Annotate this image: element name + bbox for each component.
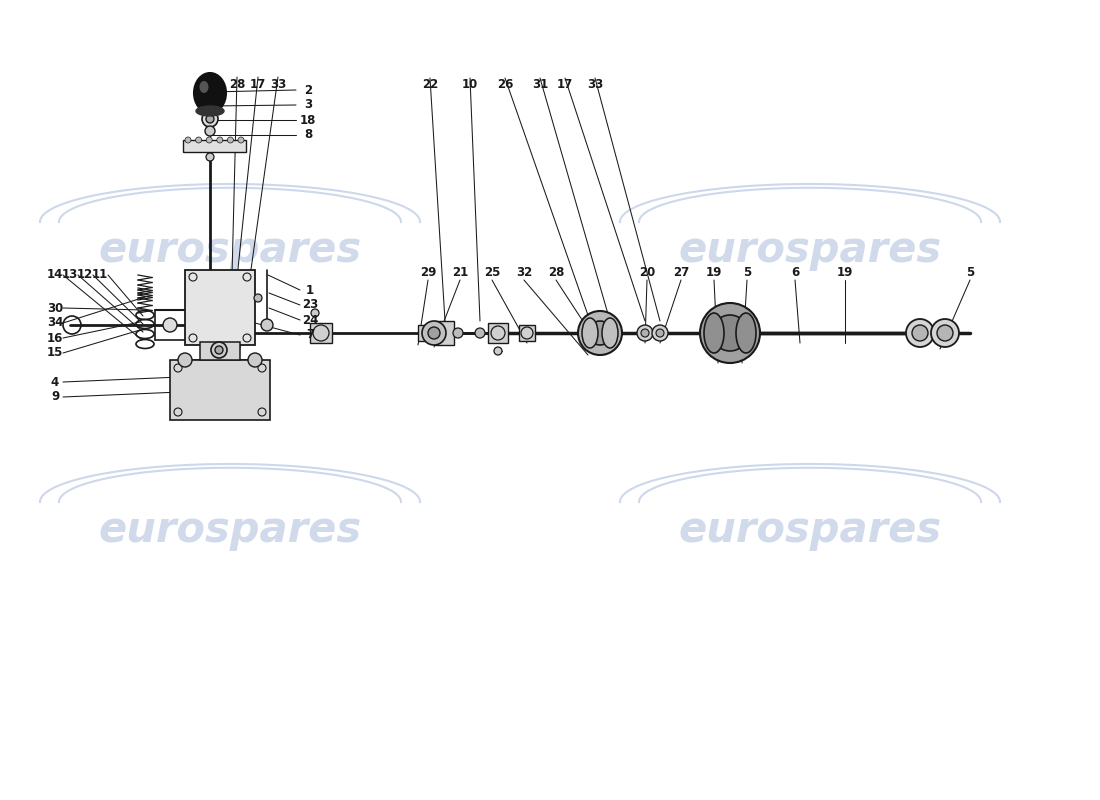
Ellipse shape (196, 106, 224, 116)
Text: 8: 8 (304, 129, 312, 142)
Text: eurospares: eurospares (679, 509, 942, 551)
Text: 34: 34 (47, 317, 63, 330)
Circle shape (931, 319, 959, 347)
Text: 14: 14 (47, 269, 63, 282)
Text: 15: 15 (47, 346, 63, 359)
Text: 10: 10 (462, 78, 478, 91)
Text: 20: 20 (639, 266, 656, 279)
Text: 11: 11 (92, 269, 108, 282)
Text: 28: 28 (548, 266, 564, 279)
Text: 5: 5 (966, 266, 975, 279)
Text: 6: 6 (791, 266, 799, 279)
Circle shape (214, 346, 223, 354)
Circle shape (254, 294, 262, 302)
Ellipse shape (582, 318, 598, 348)
Circle shape (712, 315, 748, 351)
Bar (418, 325, 442, 341)
Bar (185, 270, 255, 345)
Bar (183, 140, 246, 152)
Text: eurospares: eurospares (98, 509, 362, 551)
Circle shape (185, 137, 191, 143)
Circle shape (311, 309, 319, 317)
Circle shape (700, 303, 760, 363)
Text: 33: 33 (270, 78, 286, 91)
Circle shape (202, 111, 218, 127)
Text: 9: 9 (51, 390, 59, 403)
Ellipse shape (194, 73, 226, 113)
Circle shape (637, 325, 653, 341)
Circle shape (178, 353, 192, 367)
Text: eurospares: eurospares (98, 229, 362, 271)
Circle shape (206, 115, 214, 123)
Circle shape (261, 319, 273, 331)
Ellipse shape (602, 318, 618, 348)
Text: 18: 18 (300, 114, 316, 126)
Circle shape (228, 137, 233, 143)
Text: 1: 1 (306, 283, 315, 297)
Text: 21: 21 (452, 266, 469, 279)
Circle shape (453, 328, 463, 338)
Circle shape (578, 311, 621, 355)
Circle shape (588, 321, 612, 345)
Circle shape (652, 325, 668, 341)
Circle shape (906, 319, 934, 347)
Bar (170, 360, 270, 420)
Text: 2: 2 (304, 83, 312, 97)
Circle shape (937, 325, 953, 341)
Text: 23: 23 (301, 298, 318, 311)
Text: 16: 16 (47, 331, 63, 345)
Text: 17: 17 (557, 78, 573, 91)
Text: 5: 5 (742, 266, 751, 279)
Text: 24: 24 (301, 314, 318, 326)
Text: 4: 4 (51, 375, 59, 389)
Text: 32: 32 (516, 266, 532, 279)
Circle shape (238, 137, 244, 143)
Text: eurospares: eurospares (679, 229, 942, 271)
Circle shape (428, 327, 440, 339)
Circle shape (206, 137, 212, 143)
Text: 7: 7 (306, 329, 315, 342)
Text: 28: 28 (229, 78, 245, 91)
Circle shape (205, 126, 214, 136)
Circle shape (475, 328, 485, 338)
Bar (519, 325, 535, 341)
Text: 25: 25 (484, 266, 500, 279)
Text: 17: 17 (250, 78, 266, 91)
Circle shape (641, 329, 649, 337)
Bar (488, 323, 508, 343)
Text: 3: 3 (304, 98, 312, 111)
Text: 33: 33 (587, 78, 603, 91)
Text: 19: 19 (837, 266, 854, 279)
Text: 26: 26 (497, 78, 514, 91)
Text: 29: 29 (420, 266, 437, 279)
Ellipse shape (736, 313, 756, 353)
Bar (310, 323, 332, 343)
Circle shape (211, 342, 227, 358)
Circle shape (494, 347, 502, 355)
Circle shape (248, 353, 262, 367)
Text: 22: 22 (422, 78, 438, 91)
Text: 13: 13 (62, 269, 78, 282)
Circle shape (217, 137, 223, 143)
Circle shape (206, 153, 214, 161)
Text: 12: 12 (77, 269, 94, 282)
Circle shape (912, 325, 928, 341)
Circle shape (196, 137, 201, 143)
Bar (434, 321, 454, 345)
Text: 27: 27 (673, 266, 689, 279)
Circle shape (163, 318, 177, 332)
Ellipse shape (704, 313, 724, 353)
Text: 19: 19 (706, 266, 723, 279)
Text: 31: 31 (532, 78, 548, 91)
Circle shape (656, 329, 664, 337)
Circle shape (422, 321, 446, 345)
Bar (200, 342, 240, 360)
Ellipse shape (199, 81, 209, 93)
Text: 30: 30 (47, 302, 63, 314)
